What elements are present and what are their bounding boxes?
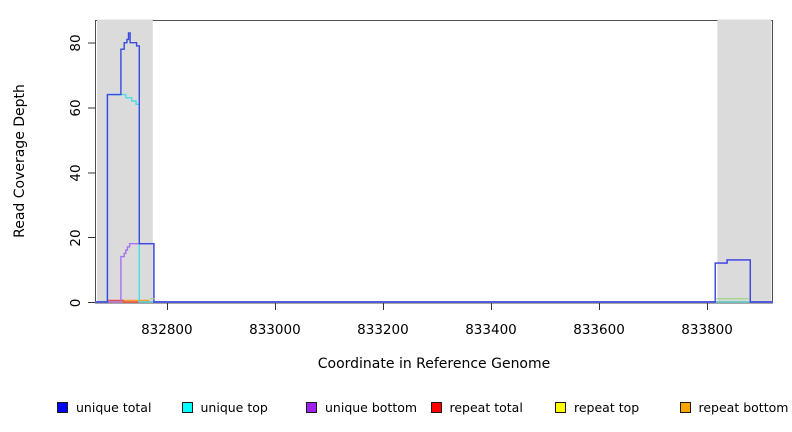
y-axis-title: Read Coverage Depth <box>12 84 28 238</box>
legend-item-repeat-bottom: repeat bottom <box>679 400 792 415</box>
legend: unique total unique top unique bottom repea… <box>57 400 792 415</box>
x-tick-label-833000: 833000 <box>249 322 301 338</box>
legend-label-repeat-top: repeat top <box>574 400 640 415</box>
legend-item-unique-total: unique total <box>57 400 182 415</box>
plot-frame <box>95 20 773 304</box>
legend-item-unique-top: unique top <box>181 400 307 415</box>
legend-item-repeat-top: repeat top <box>555 400 680 415</box>
y-tick-label-80: 80 <box>68 34 84 52</box>
legend-label-repeat-bottom: repeat bottom <box>698 400 789 415</box>
y-tick-label-20: 20 <box>68 229 84 247</box>
x-tick-label-833200: 833200 <box>357 322 409 338</box>
legend-label-unique-bottom: unique bottom <box>325 400 418 415</box>
legend-swatch-unique-bottom <box>306 402 317 413</box>
legend-label-unique-total: unique total <box>76 400 152 415</box>
x-tick-label-833600: 833600 <box>573 322 625 338</box>
x-tick-label-833400: 833400 <box>465 322 517 338</box>
legend-item-unique-bottom: unique bottom <box>306 400 431 415</box>
x-tick-label-833800: 833800 <box>681 322 733 338</box>
legend-item-repeat-total: repeat total <box>430 400 556 415</box>
legend-swatch-unique-total <box>57 402 68 413</box>
x-tick-label-832800: 832800 <box>141 322 193 338</box>
legend-swatch-repeat-total <box>430 402 442 413</box>
legend-label-unique-top: unique top <box>200 400 268 415</box>
y-tick-label-0: 0 <box>68 298 84 307</box>
legend-swatch-repeat-top <box>555 402 566 413</box>
series-unique-total <box>95 32 773 303</box>
y-tick-label-40: 40 <box>68 164 84 182</box>
legend-swatch-unique-top <box>181 402 193 413</box>
series-unique-bottom <box>95 243 773 303</box>
highlight-region-2 <box>717 19 772 302</box>
legend-swatch-repeat-bottom <box>679 402 691 413</box>
series-unique-top <box>95 93 773 303</box>
legend-label-repeat-total: repeat total <box>449 400 523 415</box>
x-axis-title: Coordinate in Reference Genome <box>317 356 551 372</box>
highlight-region-1 <box>97 19 153 302</box>
y-tick-label-60: 60 <box>68 99 84 117</box>
